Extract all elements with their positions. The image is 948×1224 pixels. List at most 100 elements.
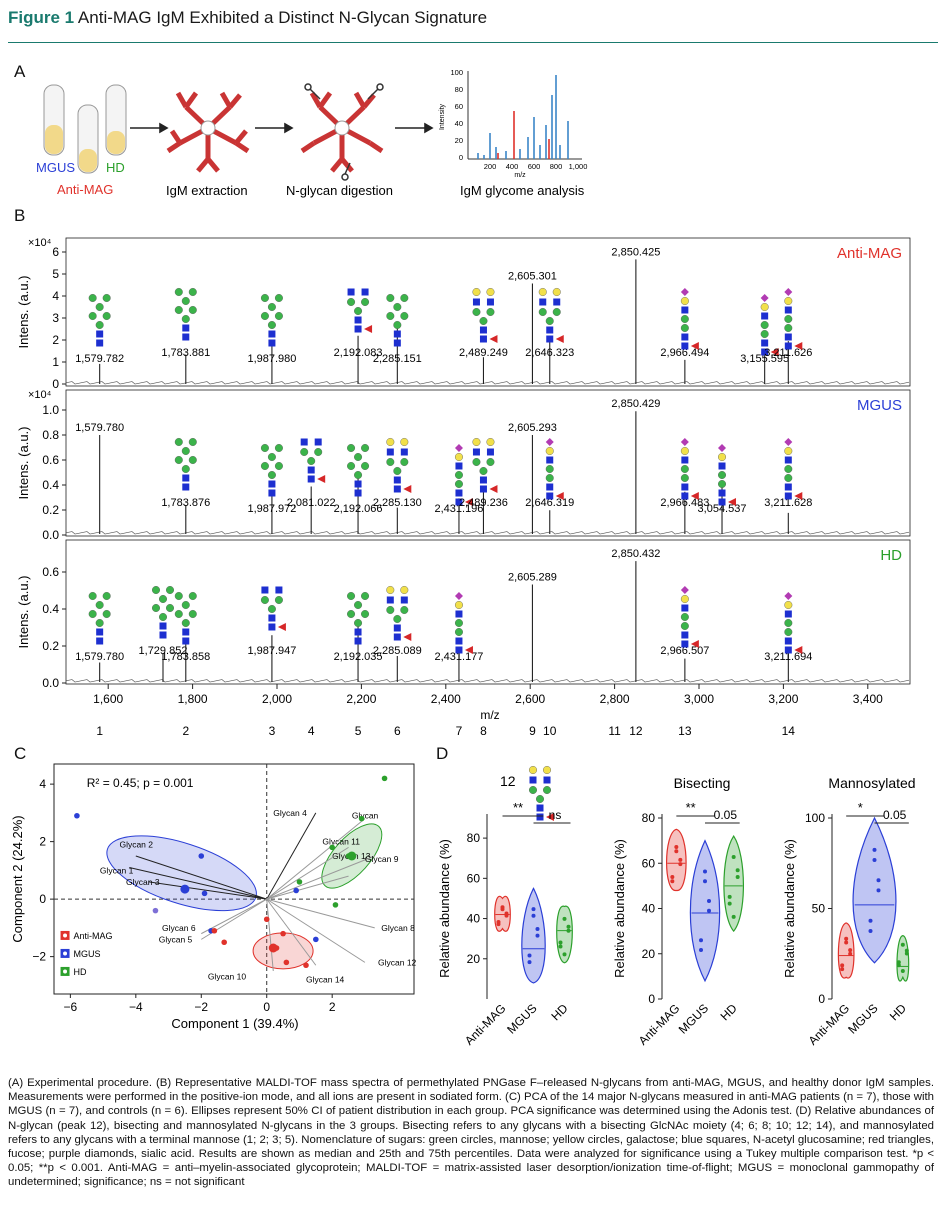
tube-label-hd: HD xyxy=(106,160,125,175)
glycan-number: 8 xyxy=(480,724,487,738)
sialic-acid-icon xyxy=(454,444,463,452)
mannose-icon xyxy=(174,305,183,314)
mannose-icon xyxy=(386,311,395,320)
glycan-number: 12 xyxy=(629,724,643,738)
fucose-icon xyxy=(770,348,779,356)
x-tick-label: 2,200 xyxy=(346,692,376,706)
mannose-icon xyxy=(680,622,689,631)
loading-vector: Glycan xyxy=(266,811,379,900)
spectrum-baseline xyxy=(65,679,910,683)
y-tick-label: 0.2 xyxy=(42,503,59,517)
data-point xyxy=(868,928,873,933)
mannose-icon xyxy=(88,592,97,601)
glcnac-icon xyxy=(354,489,362,497)
y-axis-label: Relative abundance (%) xyxy=(437,839,452,978)
violin-mgus xyxy=(521,887,546,984)
y-tick-label: 6 xyxy=(52,245,59,259)
process-arrows xyxy=(130,122,434,134)
glcnac-icon xyxy=(354,637,362,645)
y-tick-label: 0.4 xyxy=(42,602,59,616)
peak-label: 1,579.780 xyxy=(75,651,124,663)
vector-label: Glycan xyxy=(352,811,379,821)
mannose-icon xyxy=(361,592,370,601)
pca-point xyxy=(303,962,309,969)
mannose-icon xyxy=(784,464,793,473)
glcnac-icon xyxy=(268,480,276,488)
x-tick-label: 3,400 xyxy=(853,692,883,706)
mannose-icon xyxy=(386,606,395,615)
loading-vector: Glycan 12 xyxy=(266,898,417,967)
mannose-icon xyxy=(479,316,488,325)
mannose-icon xyxy=(347,592,356,601)
glcnac-icon xyxy=(681,483,689,491)
peak-label: 2,285.151 xyxy=(373,353,422,365)
x-tick-label: 3,000 xyxy=(684,692,714,706)
glycan-number: 1 xyxy=(96,724,103,738)
mannose-icon xyxy=(267,470,276,479)
glcnac-icon xyxy=(182,483,190,491)
mannose-icon xyxy=(181,296,190,305)
peak-label: 2,646.323 xyxy=(525,347,574,359)
svg-text:600: 600 xyxy=(528,162,541,171)
galactose-icon xyxy=(386,586,395,595)
mannose-icon xyxy=(760,329,769,338)
data-point xyxy=(703,879,707,884)
y-tick-label: 60 xyxy=(467,871,481,885)
glcnac-icon xyxy=(784,637,792,645)
tube-label-mgus: MGUS xyxy=(36,160,75,175)
peak-label: 2,192.083 xyxy=(334,347,383,359)
glcnac-icon xyxy=(386,596,394,604)
fucose-icon xyxy=(277,623,286,631)
vector-label: Glycan 10 xyxy=(208,972,247,982)
peak-label: 1,579.782 xyxy=(75,353,124,365)
mannose-icon xyxy=(718,479,727,488)
pca-point xyxy=(221,939,227,946)
fucose-icon xyxy=(489,335,498,343)
peak-label: 2,489.249 xyxy=(459,347,508,359)
data-point xyxy=(535,933,540,938)
x-axis-label: Component 1 (39.4%) xyxy=(171,1016,298,1031)
peak-label: 2,646.319 xyxy=(525,497,574,509)
sig-label: * xyxy=(858,800,863,815)
data-point xyxy=(674,845,679,850)
y-tick-label: 4 xyxy=(39,777,46,791)
spectrum-frame xyxy=(65,389,911,537)
data-point xyxy=(562,916,567,921)
svg-text:80: 80 xyxy=(455,85,463,94)
peak-label: 2,850.425 xyxy=(611,246,660,258)
data-point xyxy=(904,948,909,953)
glycan-number: 13 xyxy=(678,724,692,738)
glcnac-icon xyxy=(96,637,104,645)
step-glycome-analysis: IgM glycome analysis xyxy=(460,183,585,198)
x-tick-label: 0 xyxy=(263,1000,270,1014)
peak-label: 3,211.626 xyxy=(764,347,812,359)
glcnac-icon xyxy=(761,312,769,320)
y-tick-label: 2 xyxy=(39,835,46,849)
glcnac-icon xyxy=(718,498,726,506)
glcnac-icon xyxy=(393,633,401,641)
group-label: HD xyxy=(718,1001,740,1023)
y-axis-label: Relative abundance (%) xyxy=(612,839,627,978)
data-point xyxy=(527,953,532,958)
pca-point xyxy=(74,812,80,819)
loading-vector: Glycan 11 xyxy=(266,837,360,900)
sig-label: ** xyxy=(686,800,696,815)
mannose-icon xyxy=(347,297,356,306)
peak-label: 2,605.293 xyxy=(508,422,557,434)
data-point xyxy=(699,938,703,943)
glycan-number: 7 xyxy=(456,724,463,738)
sig-label: ns xyxy=(549,808,562,822)
y-tick-label: 0 xyxy=(39,892,46,906)
vector-label: Glycan 8 xyxy=(381,923,415,933)
mannose-icon xyxy=(486,457,495,466)
glcnac-icon xyxy=(784,306,792,314)
glcnac-icon xyxy=(761,339,769,347)
loading-vector: Glycan 8 xyxy=(266,898,415,933)
data-point xyxy=(896,960,901,965)
glcnac-icon xyxy=(182,333,190,341)
y-tick-label: −2 xyxy=(32,950,46,964)
galactose-icon xyxy=(680,296,689,305)
glycan-number: 4 xyxy=(308,724,315,738)
mannose-icon xyxy=(95,619,104,628)
